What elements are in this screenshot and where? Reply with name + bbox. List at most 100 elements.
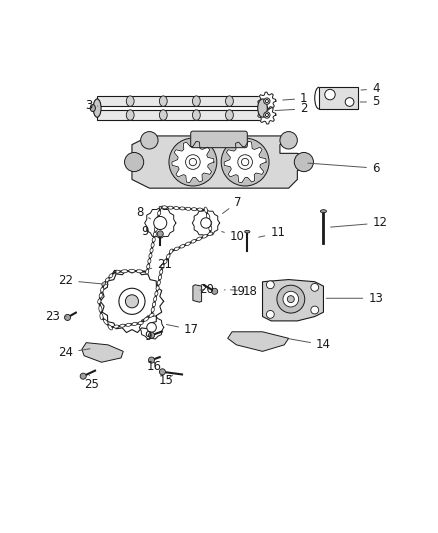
Ellipse shape [126, 110, 134, 120]
Ellipse shape [156, 216, 159, 221]
Polygon shape [139, 316, 164, 339]
Circle shape [280, 132, 297, 149]
Text: 25: 25 [85, 375, 99, 391]
Ellipse shape [106, 278, 109, 282]
Polygon shape [82, 343, 123, 362]
Circle shape [80, 373, 86, 379]
Polygon shape [145, 207, 176, 239]
Polygon shape [319, 87, 358, 109]
Polygon shape [97, 110, 262, 120]
Ellipse shape [166, 254, 170, 259]
Text: 1: 1 [283, 92, 307, 105]
Text: 3: 3 [85, 99, 98, 112]
Text: 18: 18 [230, 285, 258, 298]
Circle shape [265, 114, 268, 117]
Circle shape [345, 98, 354, 107]
Ellipse shape [209, 221, 212, 225]
Circle shape [266, 281, 274, 289]
Ellipse shape [198, 208, 202, 211]
Ellipse shape [159, 206, 161, 209]
Text: 24: 24 [58, 346, 90, 359]
Circle shape [119, 288, 145, 314]
Ellipse shape [99, 306, 102, 312]
Ellipse shape [138, 321, 143, 325]
Ellipse shape [191, 239, 196, 243]
Ellipse shape [120, 324, 125, 327]
Circle shape [277, 285, 305, 313]
Text: 23: 23 [45, 310, 66, 323]
Ellipse shape [185, 242, 191, 246]
Text: 20: 20 [199, 282, 214, 296]
Ellipse shape [145, 270, 149, 274]
Ellipse shape [126, 96, 134, 107]
Ellipse shape [132, 322, 137, 326]
Polygon shape [132, 136, 306, 188]
Ellipse shape [170, 249, 173, 254]
Text: 11: 11 [259, 227, 285, 239]
Ellipse shape [98, 299, 101, 304]
Circle shape [264, 98, 270, 104]
Ellipse shape [208, 232, 213, 236]
Ellipse shape [147, 264, 150, 269]
Circle shape [169, 138, 217, 186]
Circle shape [241, 158, 249, 166]
FancyBboxPatch shape [191, 131, 247, 148]
Ellipse shape [154, 297, 157, 301]
Ellipse shape [156, 286, 159, 290]
Ellipse shape [113, 270, 120, 273]
Circle shape [157, 231, 163, 237]
Ellipse shape [151, 308, 154, 312]
Ellipse shape [152, 302, 155, 306]
Ellipse shape [90, 104, 95, 111]
Circle shape [266, 310, 274, 318]
Ellipse shape [99, 293, 102, 298]
Text: 8: 8 [136, 206, 151, 219]
Ellipse shape [149, 313, 154, 317]
Circle shape [189, 158, 197, 166]
Ellipse shape [180, 207, 185, 210]
Polygon shape [192, 209, 219, 237]
Ellipse shape [159, 275, 162, 280]
Circle shape [325, 90, 335, 100]
Circle shape [212, 288, 218, 294]
Ellipse shape [174, 247, 179, 251]
Circle shape [221, 138, 269, 186]
Ellipse shape [104, 319, 108, 325]
Circle shape [283, 292, 299, 307]
Ellipse shape [206, 214, 210, 219]
Ellipse shape [168, 206, 173, 209]
Polygon shape [258, 106, 276, 124]
Text: 9: 9 [144, 329, 152, 343]
Ellipse shape [159, 110, 167, 120]
Ellipse shape [100, 313, 103, 320]
Circle shape [148, 357, 155, 363]
Circle shape [265, 100, 268, 103]
Ellipse shape [204, 207, 208, 213]
Polygon shape [258, 92, 276, 110]
Ellipse shape [129, 269, 135, 272]
Ellipse shape [226, 110, 233, 120]
Text: 14: 14 [289, 338, 331, 351]
Circle shape [238, 155, 252, 169]
Ellipse shape [152, 237, 155, 242]
Ellipse shape [174, 206, 179, 209]
Ellipse shape [148, 259, 151, 263]
Ellipse shape [126, 324, 131, 326]
Text: 9: 9 [141, 225, 155, 238]
Text: 17: 17 [166, 323, 199, 336]
Text: 13: 13 [326, 292, 383, 305]
Text: 12: 12 [331, 216, 388, 230]
Ellipse shape [149, 254, 152, 258]
Ellipse shape [245, 230, 250, 233]
Ellipse shape [108, 325, 113, 330]
Ellipse shape [163, 259, 167, 264]
Ellipse shape [162, 206, 163, 209]
Ellipse shape [121, 270, 127, 273]
Circle shape [311, 284, 319, 292]
Ellipse shape [155, 291, 158, 296]
Text: 4: 4 [361, 83, 379, 95]
Ellipse shape [151, 243, 154, 247]
Text: 2: 2 [275, 102, 307, 116]
Ellipse shape [159, 96, 167, 107]
Circle shape [64, 314, 71, 320]
